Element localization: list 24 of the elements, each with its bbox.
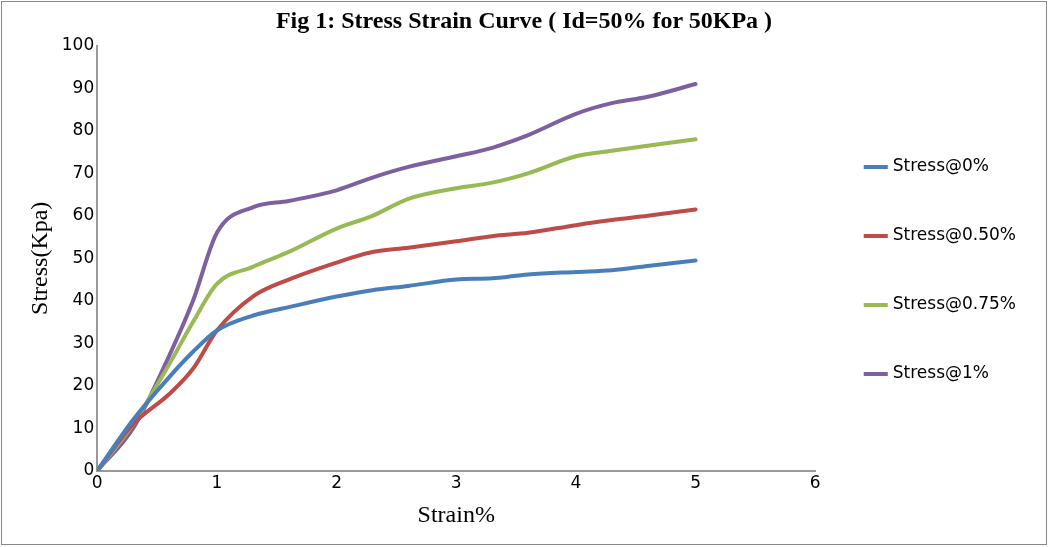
y-tick-label: 70 [72, 161, 95, 182]
x-tick-label: 2 [331, 472, 342, 493]
line-series [97, 258, 698, 471]
y-tick-label: 60 [72, 204, 95, 225]
y-axis-title: Stress(Kpa) [25, 201, 52, 315]
y-tick-label: 100 [61, 34, 95, 55]
x-tick-label: 3 [450, 472, 462, 493]
y-tick-label: 50 [72, 246, 95, 267]
legend-label: Stress@0.75% [892, 293, 1016, 314]
legend-label: Stress@0.50% [892, 224, 1016, 245]
y-tick-label: 30 [72, 331, 95, 352]
x-tick-label: 4 [570, 472, 582, 493]
legend-label: Stress@1% [892, 362, 989, 383]
legend-label: Stress@0% [892, 155, 989, 176]
y-tick-label: 40 [72, 289, 95, 310]
x-tick-label: 1 [211, 472, 223, 493]
y-tick-label: 80 [72, 119, 95, 140]
y-tick-label: 10 [72, 416, 95, 437]
y-tick-label: 90 [72, 76, 95, 97]
x-tick-label: 6 [809, 472, 821, 493]
x-tick-label: 5 [690, 472, 701, 493]
x-axis-title: Strain% [417, 500, 495, 527]
chart-title: Fig 1: Stress Strain Curve ( Id=50% for 50KPa ) [275, 6, 773, 33]
y-tick-label: 20 [72, 374, 95, 395]
